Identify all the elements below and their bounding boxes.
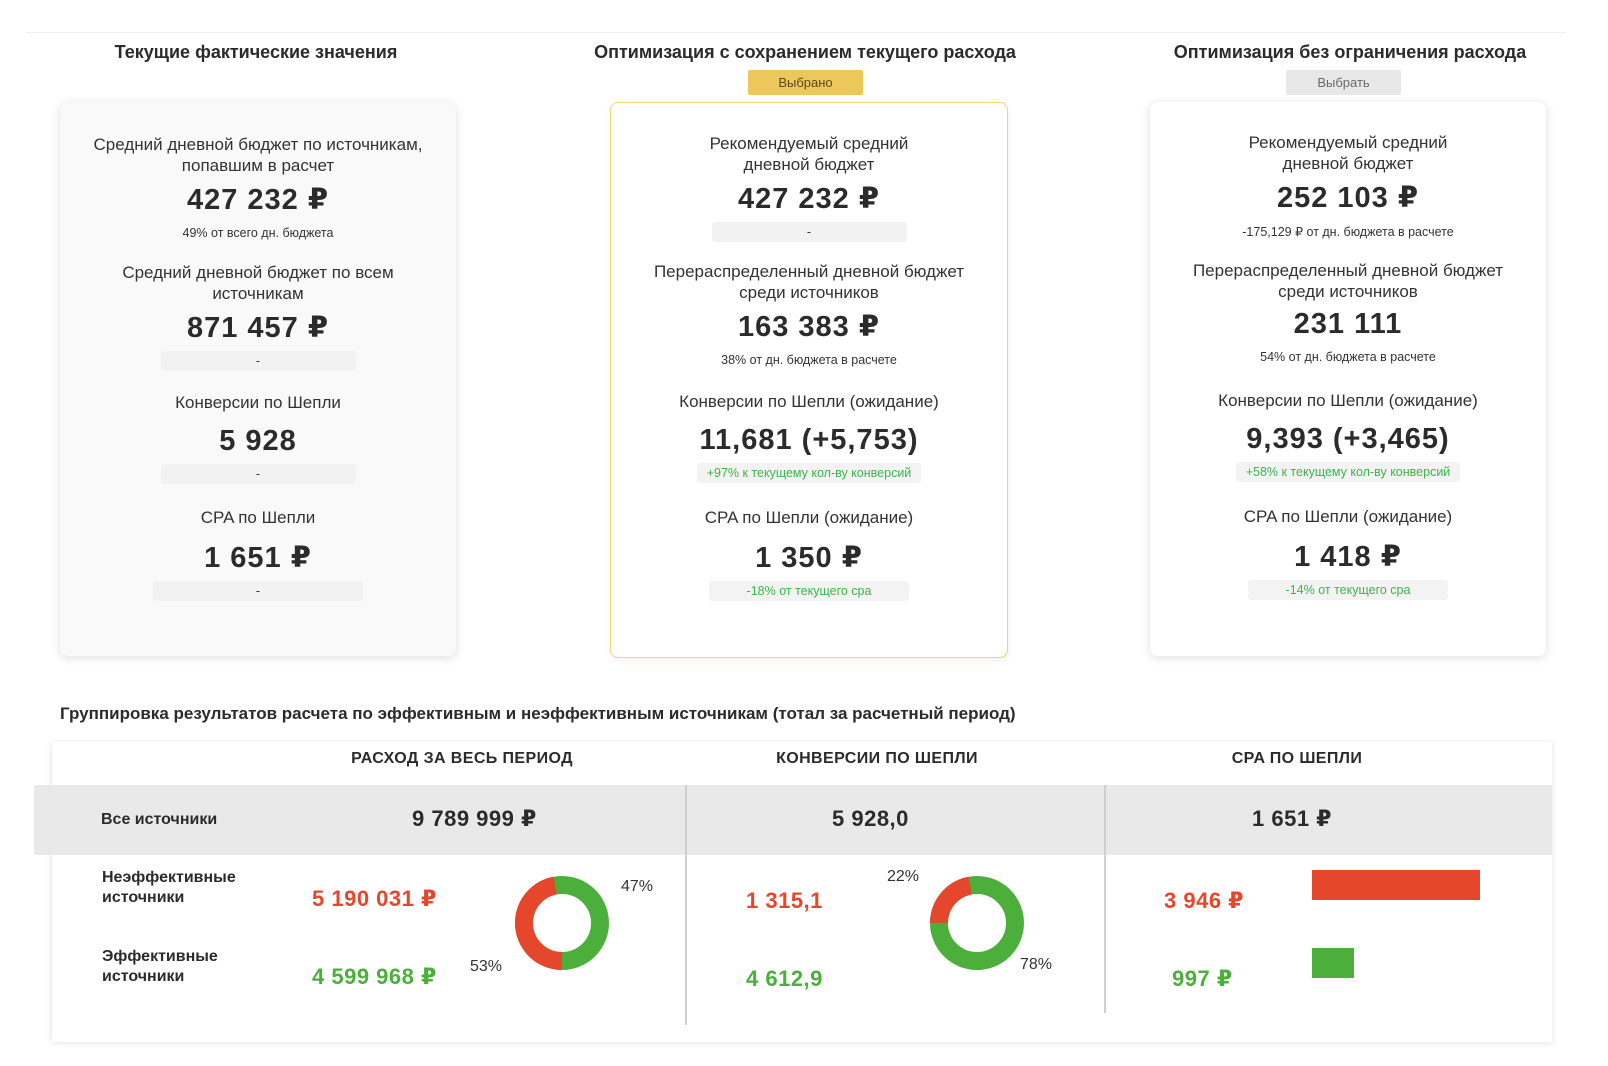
metric-value: 427 232 ₽ [186,184,330,216]
metric-value: 252 103 ₽ [1276,182,1420,214]
cpa-ineffective-bar [1312,870,1480,900]
metric-value: 427 232 ₽ [737,183,881,215]
metric-sub: - [711,222,907,242]
recommended-budget-block: Рекомендуемый средний дневной бюджет 427… [611,133,1007,242]
all-spend-value: 9 789 999 ₽ [412,806,537,831]
keep-spend-card[interactable]: Рекомендуемый средний дневной бюджет 427… [610,102,1008,658]
ineffective-spend-value: 5 190 031 ₽ [312,886,437,911]
unlimited-spend-card[interactable]: Рекомендуемый средний дневной бюджет 252… [1150,102,1546,656]
metric-label: Конверсии по Шепли [175,393,341,412]
expected-conversions-block: Конверсии по Шепли (ожидание) 11,681 (+5… [611,391,1007,483]
metric-value: 163 383 ₽ [737,311,881,343]
metric-sub: - [160,464,356,484]
effective-conversions-value: 4 612,9 [746,966,823,991]
cpa-effective-bar [1312,948,1355,978]
results-table: РАСХОД ЗА ВЕСЬ ПЕРИОД КОНВЕРСИИ ПО ШЕПЛИ… [34,742,1552,1042]
expected-conversions-block: Конверсии по Шепли (ожидание) 9,393 (+3,… [1150,390,1546,482]
top-divider [26,32,1566,33]
column-divider [1104,785,1106,1013]
header-cpa: CPA ПО ШЕПЛИ [1231,750,1363,767]
metric-sub: +58% к текущему кол-ву конверсий [1235,462,1461,482]
metric-sub: -14% от текущего cpa [1248,580,1448,600]
metric-sub: 54% от дн. бюджета в расчете [1260,350,1436,364]
metric-value: 1 651 ₽ [204,542,312,574]
spend-ineffective-pct: 47% [621,878,654,895]
spend-donut-chart [515,876,609,970]
avg-budget-all-block: Средний дневной бюджет по всем источника… [60,262,456,371]
metric-label: CPA по Шепли [200,508,316,527]
cpa-block: CPA по Шепли 1 651 ₽ - [60,507,456,601]
donut-ineffective-arc [515,876,609,970]
select-button[interactable]: Выбрать [1286,70,1401,95]
avg-budget-calc-block: Средний дневной бюджет по источникам, по… [60,134,456,243]
current-values-title: Текущие фактические значения [114,42,398,62]
ineffective-cpa-value: 3 946 ₽ [1164,888,1244,913]
all-conversions-value: 5 928,0 [832,806,909,831]
redistributed-budget-block: Перераспределенный дневной бюджет среди … [611,261,1007,370]
metric-label: Конверсии по Шепли (ожидание) [1218,391,1478,410]
conversions-donut-chart [930,876,1024,970]
metric-value: 231 111 [1293,308,1403,340]
section-title: Группировка результатов расчета по эффек… [60,704,1016,723]
metric-label: Перераспределенный дневной бюджет среди … [1192,261,1504,301]
metric-value: 5 928 [219,425,297,457]
keep-spend-title: Оптимизация с сохранением текущего расхо… [594,42,1016,62]
current-values-card: Средний дневной бюджет по источникам, по… [60,102,456,656]
conversions-ineffective-pct: 22% [887,868,920,885]
selected-button[interactable]: Выбрано [748,70,863,95]
recommended-budget-block: Рекомендуемый средний дневной бюджет 252… [1150,132,1546,242]
unlimited-spend-title: Оптимизация без ограничения расхода [1173,42,1527,62]
metric-sub: 38% от дн. бюджета в расчете [721,353,897,367]
spend-effective-pct: 53% [470,958,503,975]
all-sources-label: Все источники [101,811,218,828]
ineffective-conversions-value: 1 315,1 [746,888,823,913]
metric-sub: 49% от всего дн. бюджета [182,226,334,240]
metric-label: Средний дневной бюджет по источникам, по… [93,135,423,175]
effective-spend-value: 4 599 968 ₽ [312,964,437,989]
conversions-effective-pct: 78% [1020,956,1053,973]
effective-cpa-value: 997 ₽ [1172,966,1233,991]
metric-value: 11,681 (+5,753) [699,424,919,456]
metric-value: 9,393 (+3,465) [1246,423,1450,455]
metric-sub: - [153,581,363,601]
metric-sub: +97% к текущему кол-ву конверсий [696,463,922,483]
redistributed-budget-block: Перераспределенный дневной бюджет среди … [1150,260,1546,367]
metric-label: Конверсии по Шепли (ожидание) [679,392,939,411]
metric-sub: - [160,351,356,371]
metric-label: Перераспределенный дневной бюджет среди … [653,262,965,302]
metric-label: CPA по Шепли (ожидание) [1243,507,1453,526]
conversions-block: Конверсии по Шепли 5 928 - [60,392,456,484]
metric-sub: -18% от текущего cpa [709,581,909,601]
metric-label: Рекомендуемый средний дневной бюджет [709,134,909,174]
all-cpa-value: 1 651 ₽ [1252,806,1332,831]
column-divider [685,785,687,1025]
metric-sub: -175,129 ₽ от дн. бюджета в расчете [1242,225,1454,239]
metric-label: Средний дневной бюджет по всем источника… [122,263,394,303]
metric-value: 871 457 ₽ [186,312,330,344]
expected-cpa-block: CPA по Шепли (ожидание) 1 350 ₽ -18% от … [611,507,1007,601]
metric-value: 1 418 ₽ [1294,541,1402,573]
header-conversions: КОНВЕРСИИ ПО ШЕПЛИ [776,750,978,767]
metric-value: 1 350 ₽ [755,542,863,574]
effective-label: Эффективные источники [102,948,218,985]
metric-label: CPA по Шепли (ожидание) [704,508,914,527]
all-sources-row [34,785,1552,855]
metric-label: Рекомендуемый средний дневной бюджет [1248,133,1448,173]
donut-effective-arc [930,876,1024,970]
expected-cpa-block: CPA по Шепли (ожидание) 1 418 ₽ -14% от … [1150,506,1546,600]
ineffective-label: Неэффективные источники [102,869,236,906]
header-spend: РАСХОД ЗА ВЕСЬ ПЕРИОД [351,750,573,767]
